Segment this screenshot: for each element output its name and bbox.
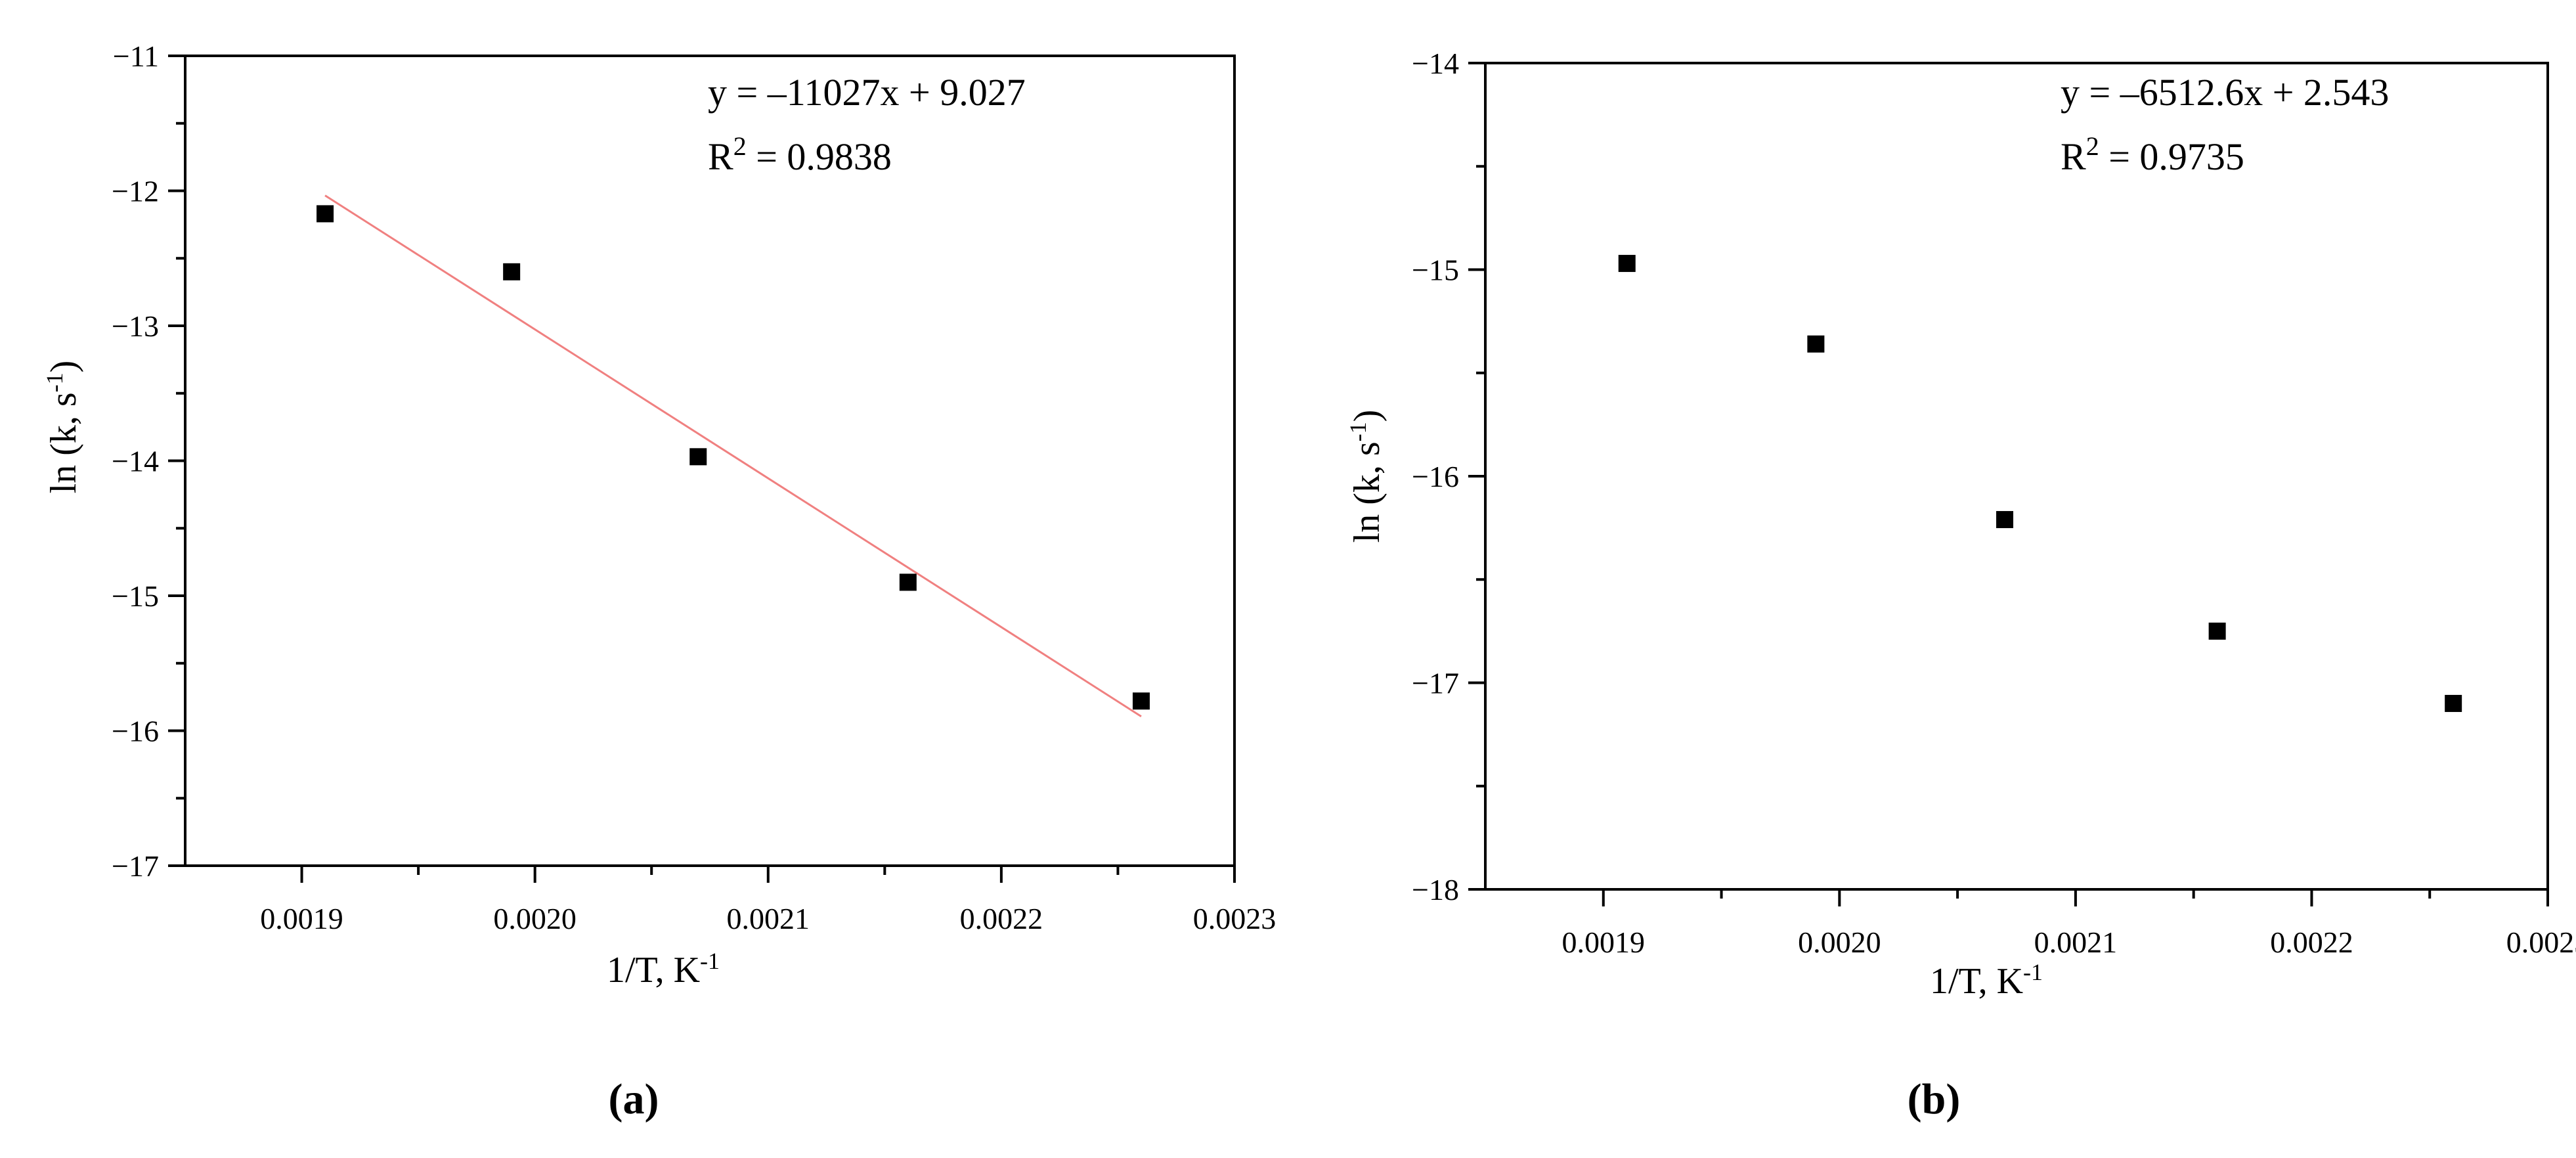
x-axis-label: 1/T, K-1 [1930,959,2043,1002]
x-tick-label: 0.0020 [1798,925,1881,959]
chart-panel-b: (b) 1/T, K-1 ln (k, s-1) y = –6512.6x + … [1345,47,2576,1123]
x-tick-label: 0.0020 [493,902,577,935]
data-point [1618,255,1636,273]
r-squared: R2 = 0.9735 [2061,131,2244,178]
y-tick-label: −17 [112,849,159,883]
y-tick-label: −18 [1412,873,1459,906]
fit-line [324,194,1142,717]
data-point [1996,511,2014,529]
x-tick-label: 0.0019 [260,902,343,935]
x-tick-label: 0.0021 [2034,925,2118,959]
x-tick-label: 0.0023 [2506,925,2576,959]
data-point [899,573,917,591]
x-tick-label: 0.0021 [727,902,810,935]
fit-equation: y = –6512.6x + 2.543 [2061,71,2389,114]
data-point [2445,694,2462,712]
y-tick-label: −15 [112,579,159,613]
y-tick-label: −14 [1412,47,1459,80]
y-axis-label: ln (k, s-1) [41,361,84,494]
x-tick-label: 0.0019 [1562,925,1646,959]
x-tick-label: 0.0022 [2270,925,2353,959]
chart-panel-a: (a) 1/T, K-1 ln (k, s-1) y = –11027x + 9… [41,39,1276,1123]
y-tick-label: −14 [112,445,159,478]
data-point [1132,692,1150,710]
y-axis-label: ln (k, s-1) [1345,410,1387,543]
data-point [1807,335,1825,353]
y-tick-label: −11 [113,39,159,73]
x-tick-label: 0.0022 [960,902,1043,935]
data-point [689,448,707,466]
data-point [317,205,334,223]
panel-label: (a) [609,1075,659,1123]
r-squared: R2 = 0.9838 [708,131,892,178]
y-tick-label: −16 [112,715,159,748]
x-axis-label: 1/T, K-1 [607,948,720,991]
data-point [503,263,521,280]
y-tick-label: −17 [1412,667,1459,700]
data-point [2208,622,2226,640]
fit-equation: y = –11027x + 9.027 [708,71,1026,114]
y-tick-label: −12 [112,175,159,208]
plot-frame [1484,62,2549,891]
y-tick-label: −15 [1412,254,1459,287]
y-tick-label: −16 [1412,460,1459,493]
x-tick-label: 0.0023 [1193,902,1277,935]
y-tick-label: −13 [112,309,159,343]
panel-label: (b) [1908,1075,1961,1123]
